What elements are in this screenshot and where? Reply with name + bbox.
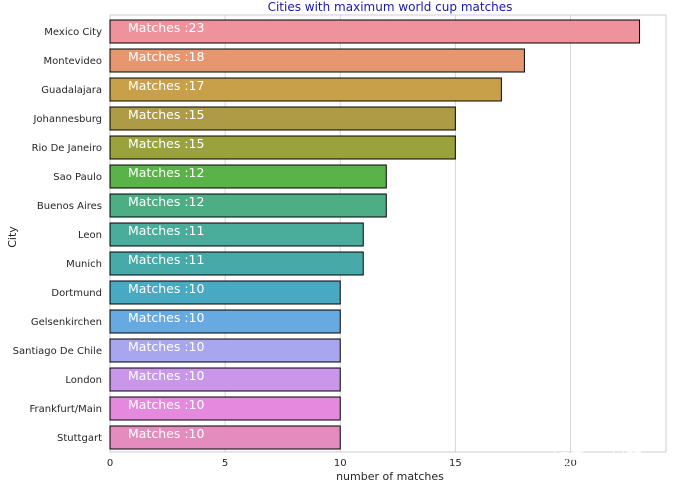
bar xyxy=(109,222,364,247)
x-tick-labels: 0 5 10 15 20 xyxy=(107,458,577,469)
bar xyxy=(109,19,641,44)
y-tick-label: Montevideo xyxy=(44,56,102,67)
y-tick-label: Dortmund xyxy=(51,288,102,299)
chart-title: Cities with maximum world cup matches xyxy=(268,0,513,14)
bar xyxy=(109,367,341,392)
data-label: Matches :10 xyxy=(128,368,204,383)
data-label: Matches :15 xyxy=(128,107,204,122)
data-labels: Matches :23 Matches :18 Matches :17 Matches… xyxy=(128,20,204,441)
x-tick-label: 15 xyxy=(449,458,462,469)
bars xyxy=(109,19,641,450)
x-axis-label: number of matches xyxy=(336,470,444,483)
bar xyxy=(109,193,387,218)
data-label: Matches :17 xyxy=(128,78,204,93)
bar xyxy=(109,425,341,450)
y-tick-label: Santiago De Chile xyxy=(13,346,102,357)
y-tick-labels: Mexico City Montevideo Guadalajara Johannes… xyxy=(13,27,102,444)
bar xyxy=(109,106,456,131)
y-tick-label: Johannesburg xyxy=(32,114,102,125)
bar xyxy=(109,396,341,421)
bar xyxy=(109,135,456,160)
y-tick-label: Rio De Janeiro xyxy=(32,143,102,154)
y-tick-label: Gelsenkirchen xyxy=(31,317,102,328)
data-label: Matches :10 xyxy=(128,281,204,296)
data-label: Matches :10 xyxy=(128,339,204,354)
y-tick-label: Mexico City xyxy=(44,27,102,38)
y-tick-label: Buenos Aires xyxy=(37,201,102,212)
data-label: Matches :12 xyxy=(128,165,204,180)
y-axis-label: City xyxy=(6,226,19,248)
bar xyxy=(109,280,341,305)
y-tick-label: Stuttgart xyxy=(57,433,102,444)
data-label: Matches :18 xyxy=(128,49,204,64)
bar xyxy=(109,251,364,276)
bar xyxy=(109,164,387,189)
y-tick-label: Guadalajara xyxy=(41,85,102,96)
data-label: Matches :12 xyxy=(128,194,204,209)
x-tick-label: 0 xyxy=(107,458,113,469)
y-tick-label: Munich xyxy=(66,259,102,270)
y-tick-label: Leon xyxy=(78,230,102,241)
watermark-text: 知乎 @刘明 xyxy=(552,450,642,470)
bar xyxy=(109,309,341,334)
data-label: Matches :23 xyxy=(128,20,204,35)
data-label: Matches :11 xyxy=(128,252,204,267)
x-tick-label: 10 xyxy=(334,458,347,469)
data-label: Matches :11 xyxy=(128,223,204,238)
data-label: Matches :10 xyxy=(128,310,204,325)
y-tick-label: Sao Paulo xyxy=(53,172,102,183)
data-label: Matches :10 xyxy=(128,397,204,412)
x-tick-label: 20 xyxy=(564,458,577,469)
y-tick-label: London xyxy=(65,375,102,386)
data-label: Matches :10 xyxy=(128,426,204,441)
bar xyxy=(109,338,341,363)
bar xyxy=(109,48,525,73)
bar xyxy=(109,77,502,102)
data-label: Matches :15 xyxy=(128,136,204,151)
y-tick-label: Frankfurt/Main xyxy=(29,404,102,415)
x-tick-label: 5 xyxy=(222,458,228,469)
